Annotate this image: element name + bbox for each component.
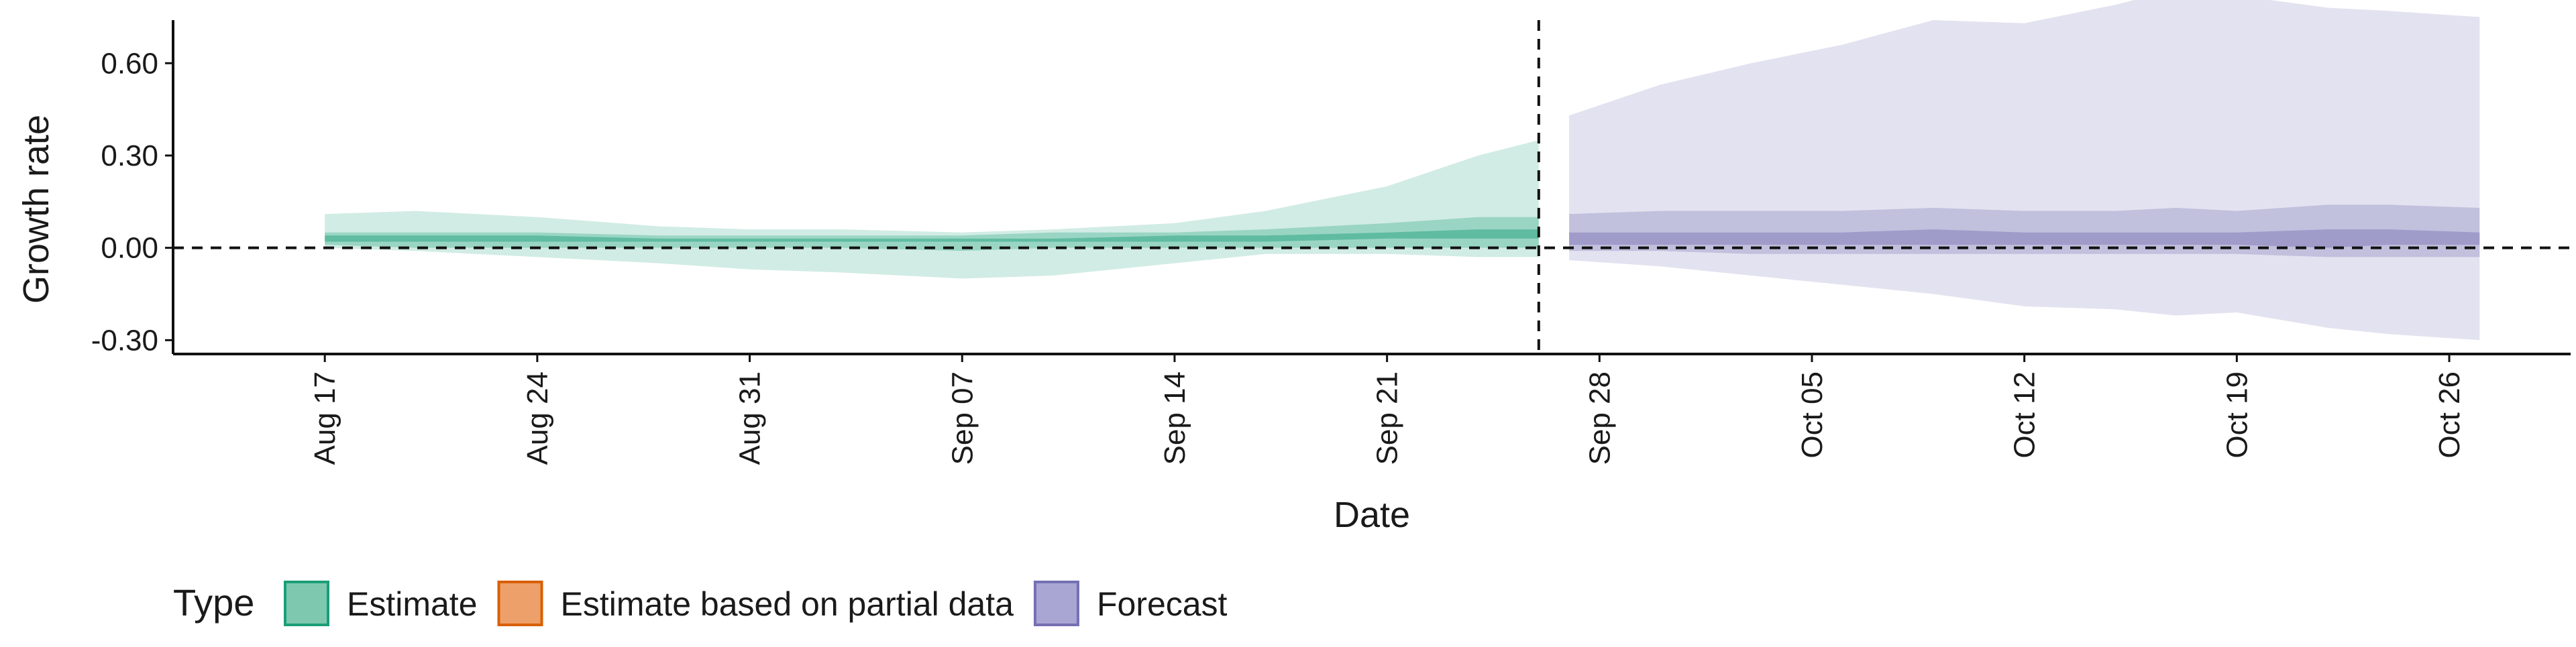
bands-layer [325, 0, 2480, 341]
axes-layer: -0.30 0.00 0.30 0.60 Aug 17 Aug 24 Aug 31 Sep 0… [91, 20, 2571, 465]
x-tick-label: Oct 26 [2433, 371, 2466, 459]
legend-key-estimate [284, 581, 329, 626]
legend-label-estimate: Estimate [347, 585, 478, 623]
x-tick-label: Oct 19 [2220, 371, 2253, 459]
x-tick-label: Sep 14 [1159, 371, 1191, 465]
y-tick-label: 0.00 [101, 232, 158, 265]
legend-label-estimate-based-on-partial-data: Estimate based on partial data [561, 585, 1014, 623]
x-tick-label: Aug 24 [521, 371, 554, 465]
legend-key-forecast [1033, 581, 1079, 626]
legend-label-forecast: Forecast [1097, 585, 1228, 623]
legend: Type Estimate Estimate based on partial d… [173, 581, 1228, 626]
reference-lines-layer [173, 20, 2571, 354]
legend-title: Type [173, 581, 254, 624]
estimate-inner-band [325, 229, 1539, 242]
y-tick-label: -0.30 [91, 324, 158, 357]
x-tick-label: Aug 17 [309, 371, 341, 465]
x-axis-title: Date [1334, 495, 1410, 535]
x-tick-label: Aug 31 [734, 371, 767, 465]
x-tick-label: Sep 07 [946, 371, 979, 465]
x-tick-label: Sep 21 [1371, 371, 1404, 465]
legend-key-estimate-based-on-partial-data [497, 581, 543, 626]
forecast-outer-band [1569, 0, 2480, 341]
x-tick-label: Sep 28 [1583, 371, 1616, 465]
y-axis-title: Growth rate [16, 115, 56, 304]
y-tick-label: 0.60 [101, 47, 158, 80]
forecast-inner-band [1569, 229, 2480, 248]
y-tick-label: 0.30 [101, 139, 158, 172]
x-tick-label: Oct 12 [2008, 371, 2041, 459]
estimate-outer-band [325, 140, 1539, 279]
forecast-mid-band [1569, 204, 2480, 257]
estimate-mid-band [325, 217, 1539, 251]
x-tick-label: Oct 05 [1796, 371, 1829, 459]
